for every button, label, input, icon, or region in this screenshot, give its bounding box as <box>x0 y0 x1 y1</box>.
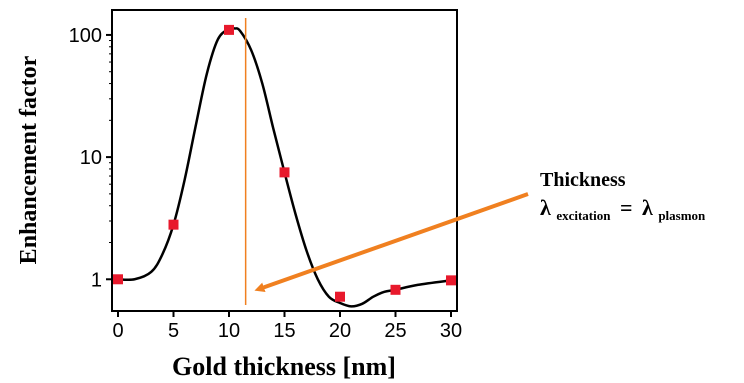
annotation-arrow <box>254 192 529 293</box>
annotation-line1: Thickness <box>540 169 626 191</box>
data-point <box>168 219 179 230</box>
data-point <box>446 275 456 286</box>
annotation: Thickness λ excitation = λ plasmon <box>254 169 706 293</box>
annotation-line2: λ excitation = λ plasmon <box>540 195 706 225</box>
x-tick-label: 10 <box>218 320 240 342</box>
data-point <box>390 284 401 295</box>
equals-sign: = <box>620 195 633 220</box>
lambda-1: λ <box>540 195 551 220</box>
data-point <box>113 274 123 285</box>
x-axis-title: Gold thickness [nm] <box>172 352 396 381</box>
subscript-excitation: excitation <box>556 208 611 223</box>
x-tick-label: 20 <box>329 320 351 342</box>
points-layer <box>113 24 456 302</box>
x-tick-label: 30 <box>440 320 462 342</box>
ticks-layer: 0 5 10 15 20 25 30 1 10 100 <box>69 25 463 342</box>
y-tick-label: 10 <box>80 147 102 169</box>
x-tick-label: 5 <box>168 320 179 342</box>
fit-curve <box>117 26 452 308</box>
subscript-plasmon: plasmon <box>658 208 706 223</box>
y-tick-label: 100 <box>69 25 102 47</box>
plot-frame <box>111 9 458 312</box>
x-tick-label: 15 <box>273 320 295 342</box>
data-point <box>335 291 345 302</box>
x-tick-label: 25 <box>384 320 406 342</box>
y-tick-label: 1 <box>91 269 102 291</box>
lambda-2: λ <box>642 195 653 220</box>
data-point <box>224 24 234 35</box>
fit-layer <box>117 26 452 308</box>
y-axis-title: Enhancement factor <box>16 55 42 264</box>
x-tick-label: 0 <box>112 320 123 342</box>
data-point <box>279 167 290 178</box>
